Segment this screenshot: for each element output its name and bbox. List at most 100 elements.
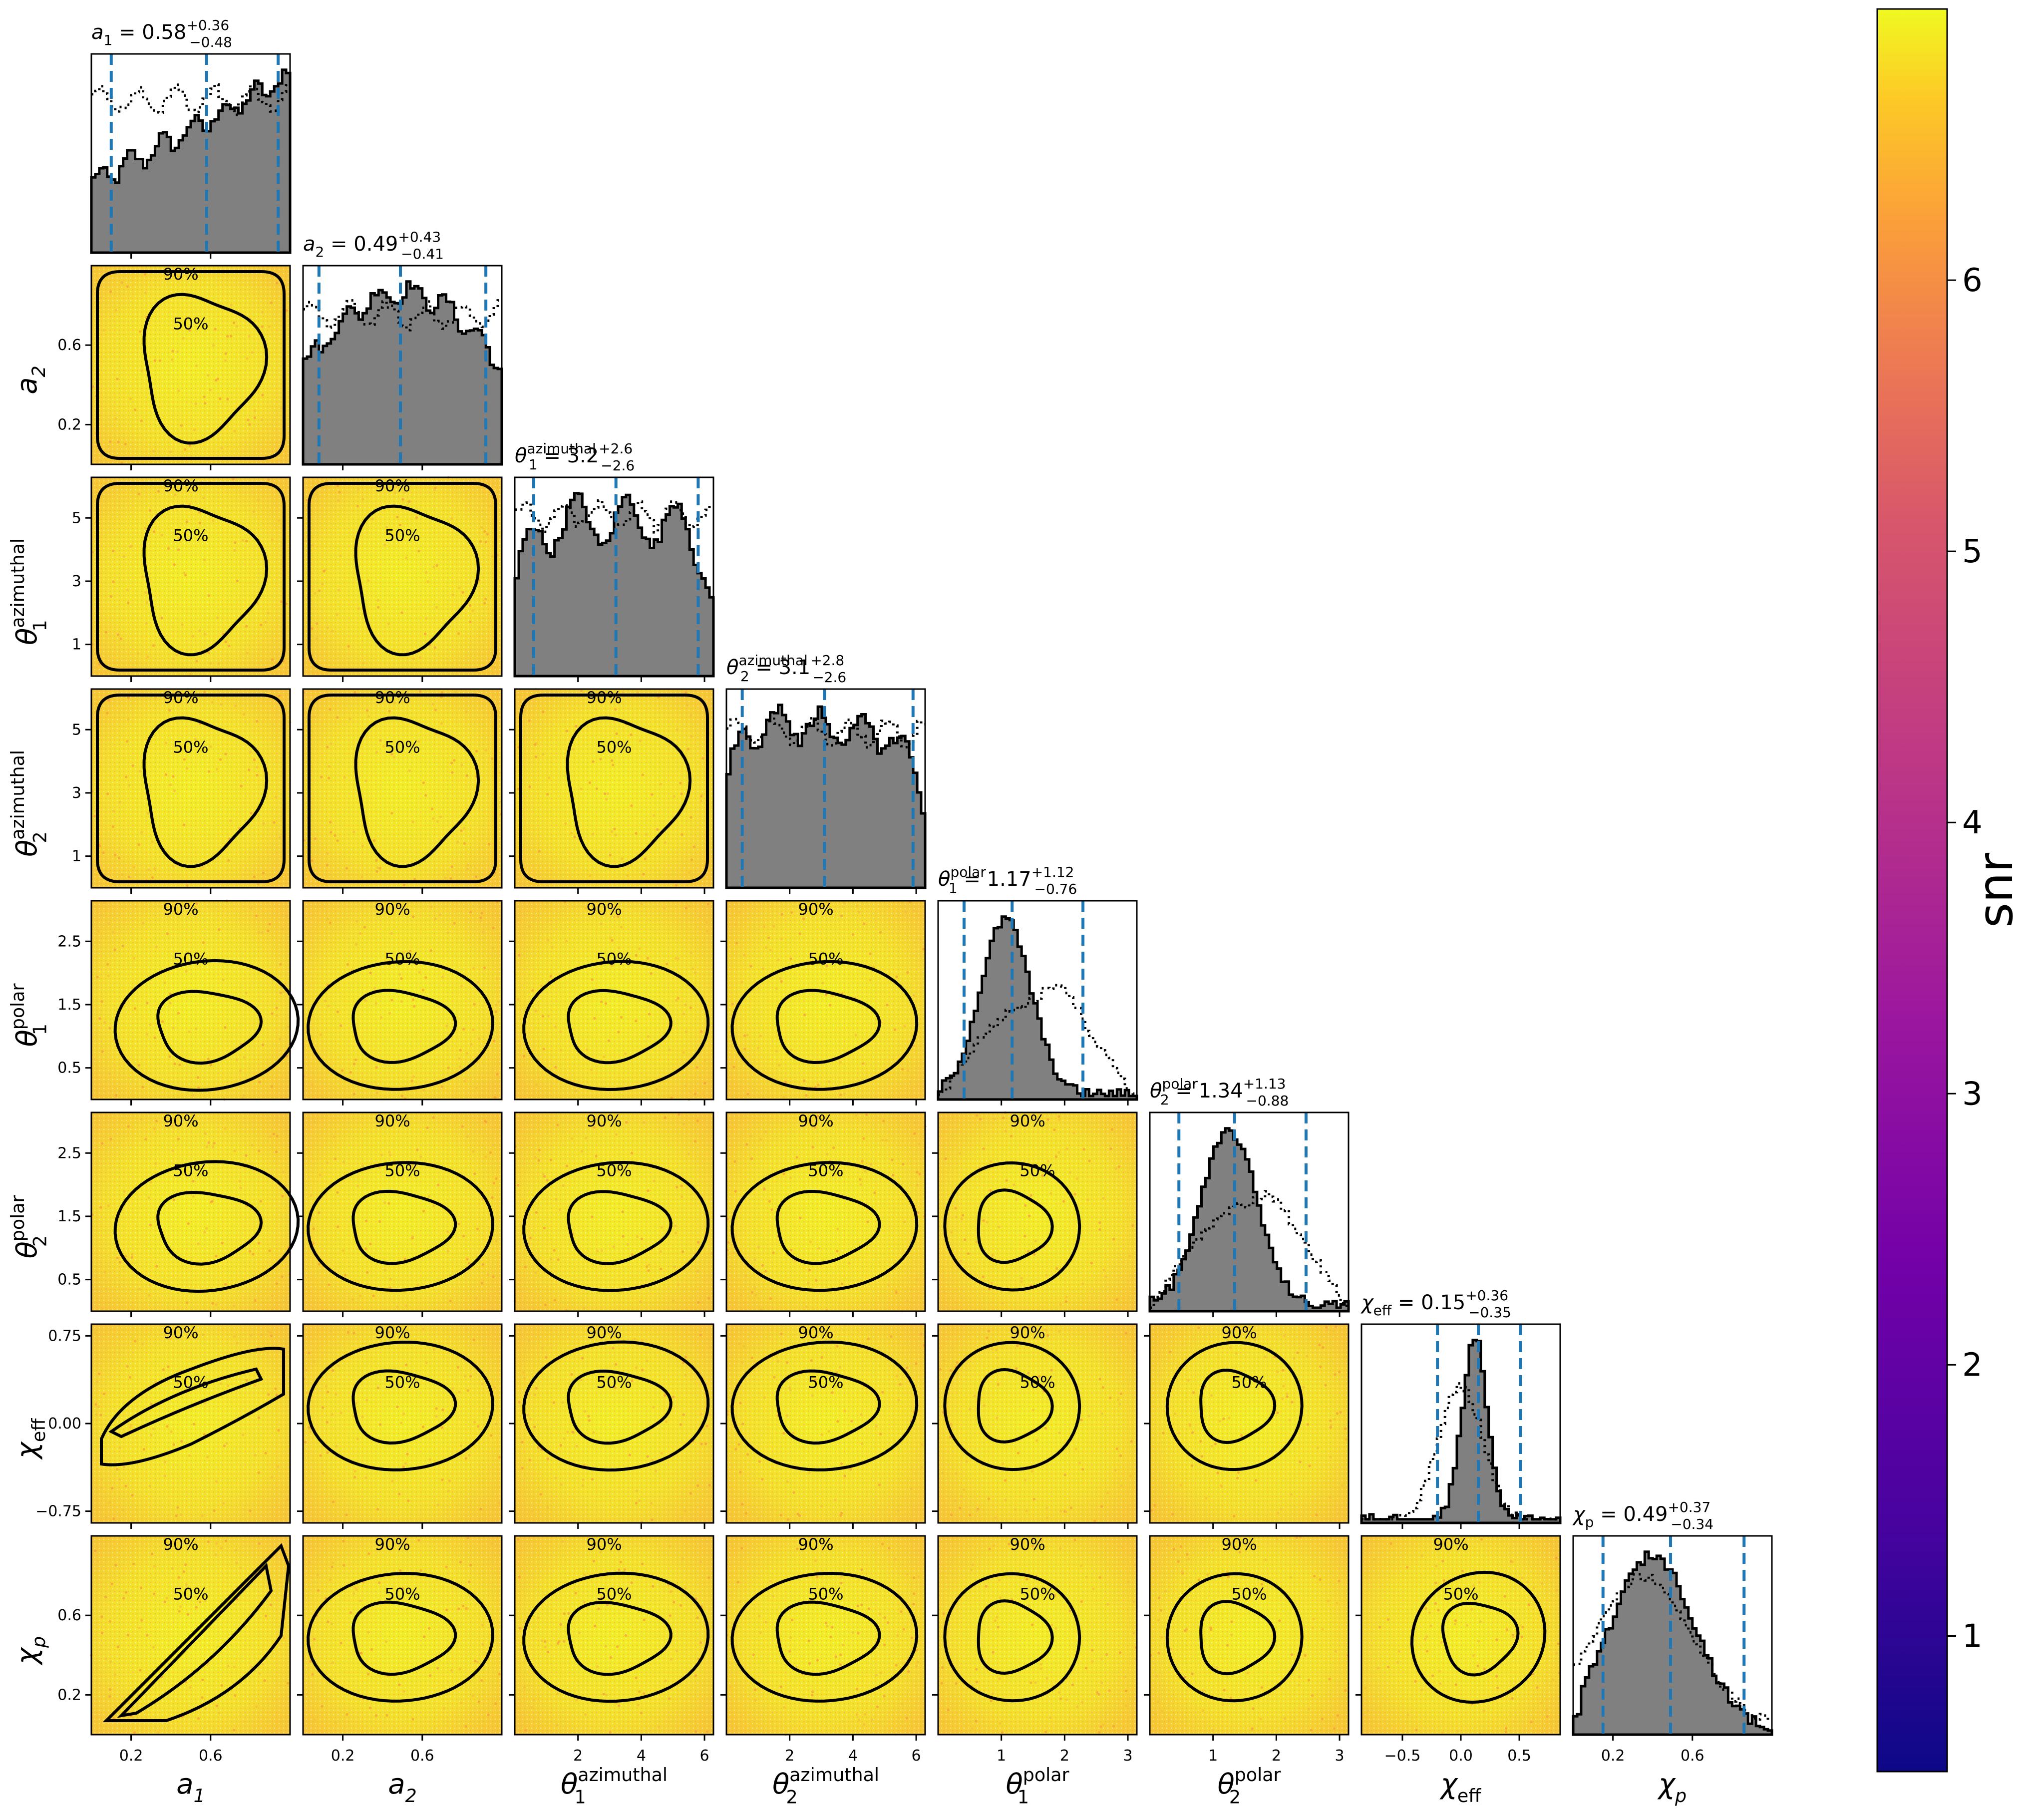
sample-point <box>1190 1464 1193 1467</box>
panel-frame <box>1149 1111 1350 1312</box>
sample-point <box>422 1426 425 1429</box>
sample-point <box>365 1219 368 1222</box>
sample-point <box>453 922 456 925</box>
sample-point <box>463 1080 466 1083</box>
sample-point <box>465 711 468 714</box>
sample-point <box>1328 1677 1331 1681</box>
sample-point <box>230 304 233 307</box>
sample-point <box>1058 1118 1061 1121</box>
sample-point <box>990 1699 993 1702</box>
sample-point <box>412 658 415 661</box>
sample-point <box>477 1700 480 1703</box>
sample-point <box>1057 1151 1060 1154</box>
sample-point <box>843 902 846 905</box>
sample-point <box>1336 1714 1339 1717</box>
sample-point <box>476 981 480 984</box>
sample-point <box>614 708 617 711</box>
sample-specks <box>91 477 290 676</box>
panel-frame <box>1149 1535 1350 1736</box>
sample-point <box>382 745 385 748</box>
sample-point <box>851 1631 854 1634</box>
sample-point <box>612 763 615 766</box>
sample-point <box>944 1157 947 1160</box>
sample-point <box>526 1414 529 1417</box>
sample-point <box>1038 1375 1041 1378</box>
sample-point <box>1002 1462 1005 1465</box>
sample-point <box>204 1599 207 1602</box>
sample-point <box>192 635 195 638</box>
sample-point <box>1378 1626 1381 1629</box>
sample-point <box>457 1222 460 1225</box>
sample-point <box>759 1308 762 1311</box>
sample-point <box>739 1470 742 1473</box>
sample-point <box>434 917 437 920</box>
sample-point <box>815 1279 818 1282</box>
sample-point <box>369 971 372 974</box>
sample-point <box>385 1640 388 1643</box>
sample-point <box>243 1094 246 1097</box>
sample-point <box>171 358 174 361</box>
sample-point <box>664 1116 667 1119</box>
sample-point <box>897 1399 900 1402</box>
sample-point <box>587 696 590 699</box>
sample-point <box>672 1396 675 1399</box>
sample-point <box>98 1017 101 1020</box>
sample-point <box>111 1487 114 1490</box>
sample-point <box>171 1149 174 1152</box>
sample-point <box>891 1158 894 1161</box>
sample-point <box>645 833 648 836</box>
sample-point <box>1249 1541 1252 1544</box>
colorbar-label: snr <box>1968 852 2024 928</box>
sample-point <box>1232 1325 1235 1328</box>
sample-point <box>209 745 212 748</box>
contour-label-90: 90% <box>163 1323 199 1342</box>
sample-point <box>223 1445 226 1448</box>
sample-point <box>459 1065 462 1068</box>
sample-point <box>326 627 329 630</box>
sample-point <box>98 663 101 666</box>
sample-point <box>250 907 253 910</box>
sample-point <box>684 1374 687 1377</box>
axis-label-chi-eff: χeff <box>11 1418 49 1460</box>
sample-point <box>192 1093 195 1096</box>
sample-point <box>488 843 491 846</box>
sample-point <box>615 732 618 735</box>
sample-point <box>460 829 463 832</box>
sample-point <box>1470 1608 1473 1611</box>
sample-point <box>437 1503 440 1506</box>
sample-point <box>463 842 466 845</box>
sample-point <box>417 550 420 553</box>
sample-point <box>860 1568 863 1571</box>
sample-point <box>676 728 679 731</box>
sample-point <box>638 947 641 950</box>
sample-point <box>176 351 179 354</box>
sample-point <box>614 1386 617 1389</box>
sample-point <box>472 967 475 970</box>
sample-point <box>1004 1129 1007 1132</box>
sample-point <box>213 1142 216 1145</box>
sample-point <box>811 1694 814 1697</box>
sample-point <box>412 915 415 918</box>
sample-point <box>1555 1652 1558 1655</box>
sample-point <box>641 1369 644 1372</box>
sample-point <box>268 325 271 328</box>
sample-point <box>96 976 99 979</box>
sample-point <box>599 1123 602 1126</box>
sample-point <box>367 1631 370 1634</box>
sample-point <box>616 696 619 699</box>
sample-point <box>492 926 495 929</box>
sample-point <box>355 920 358 923</box>
sample-point <box>241 539 244 542</box>
sample-point <box>95 1413 98 1416</box>
sample-point <box>688 871 691 874</box>
sample-point <box>172 775 175 778</box>
colorbar-tick-label: 1 <box>1962 1618 1983 1655</box>
sample-point <box>469 1563 472 1567</box>
hist-title-chi-eff: χeff = 0.15+0.36 −0.35 <box>1360 1287 1511 1321</box>
sample-point <box>1010 1134 1013 1138</box>
contour-50 <box>567 1190 673 1265</box>
sample-point <box>197 1242 200 1245</box>
sample-point <box>758 1460 761 1463</box>
sample-point <box>413 1005 416 1008</box>
